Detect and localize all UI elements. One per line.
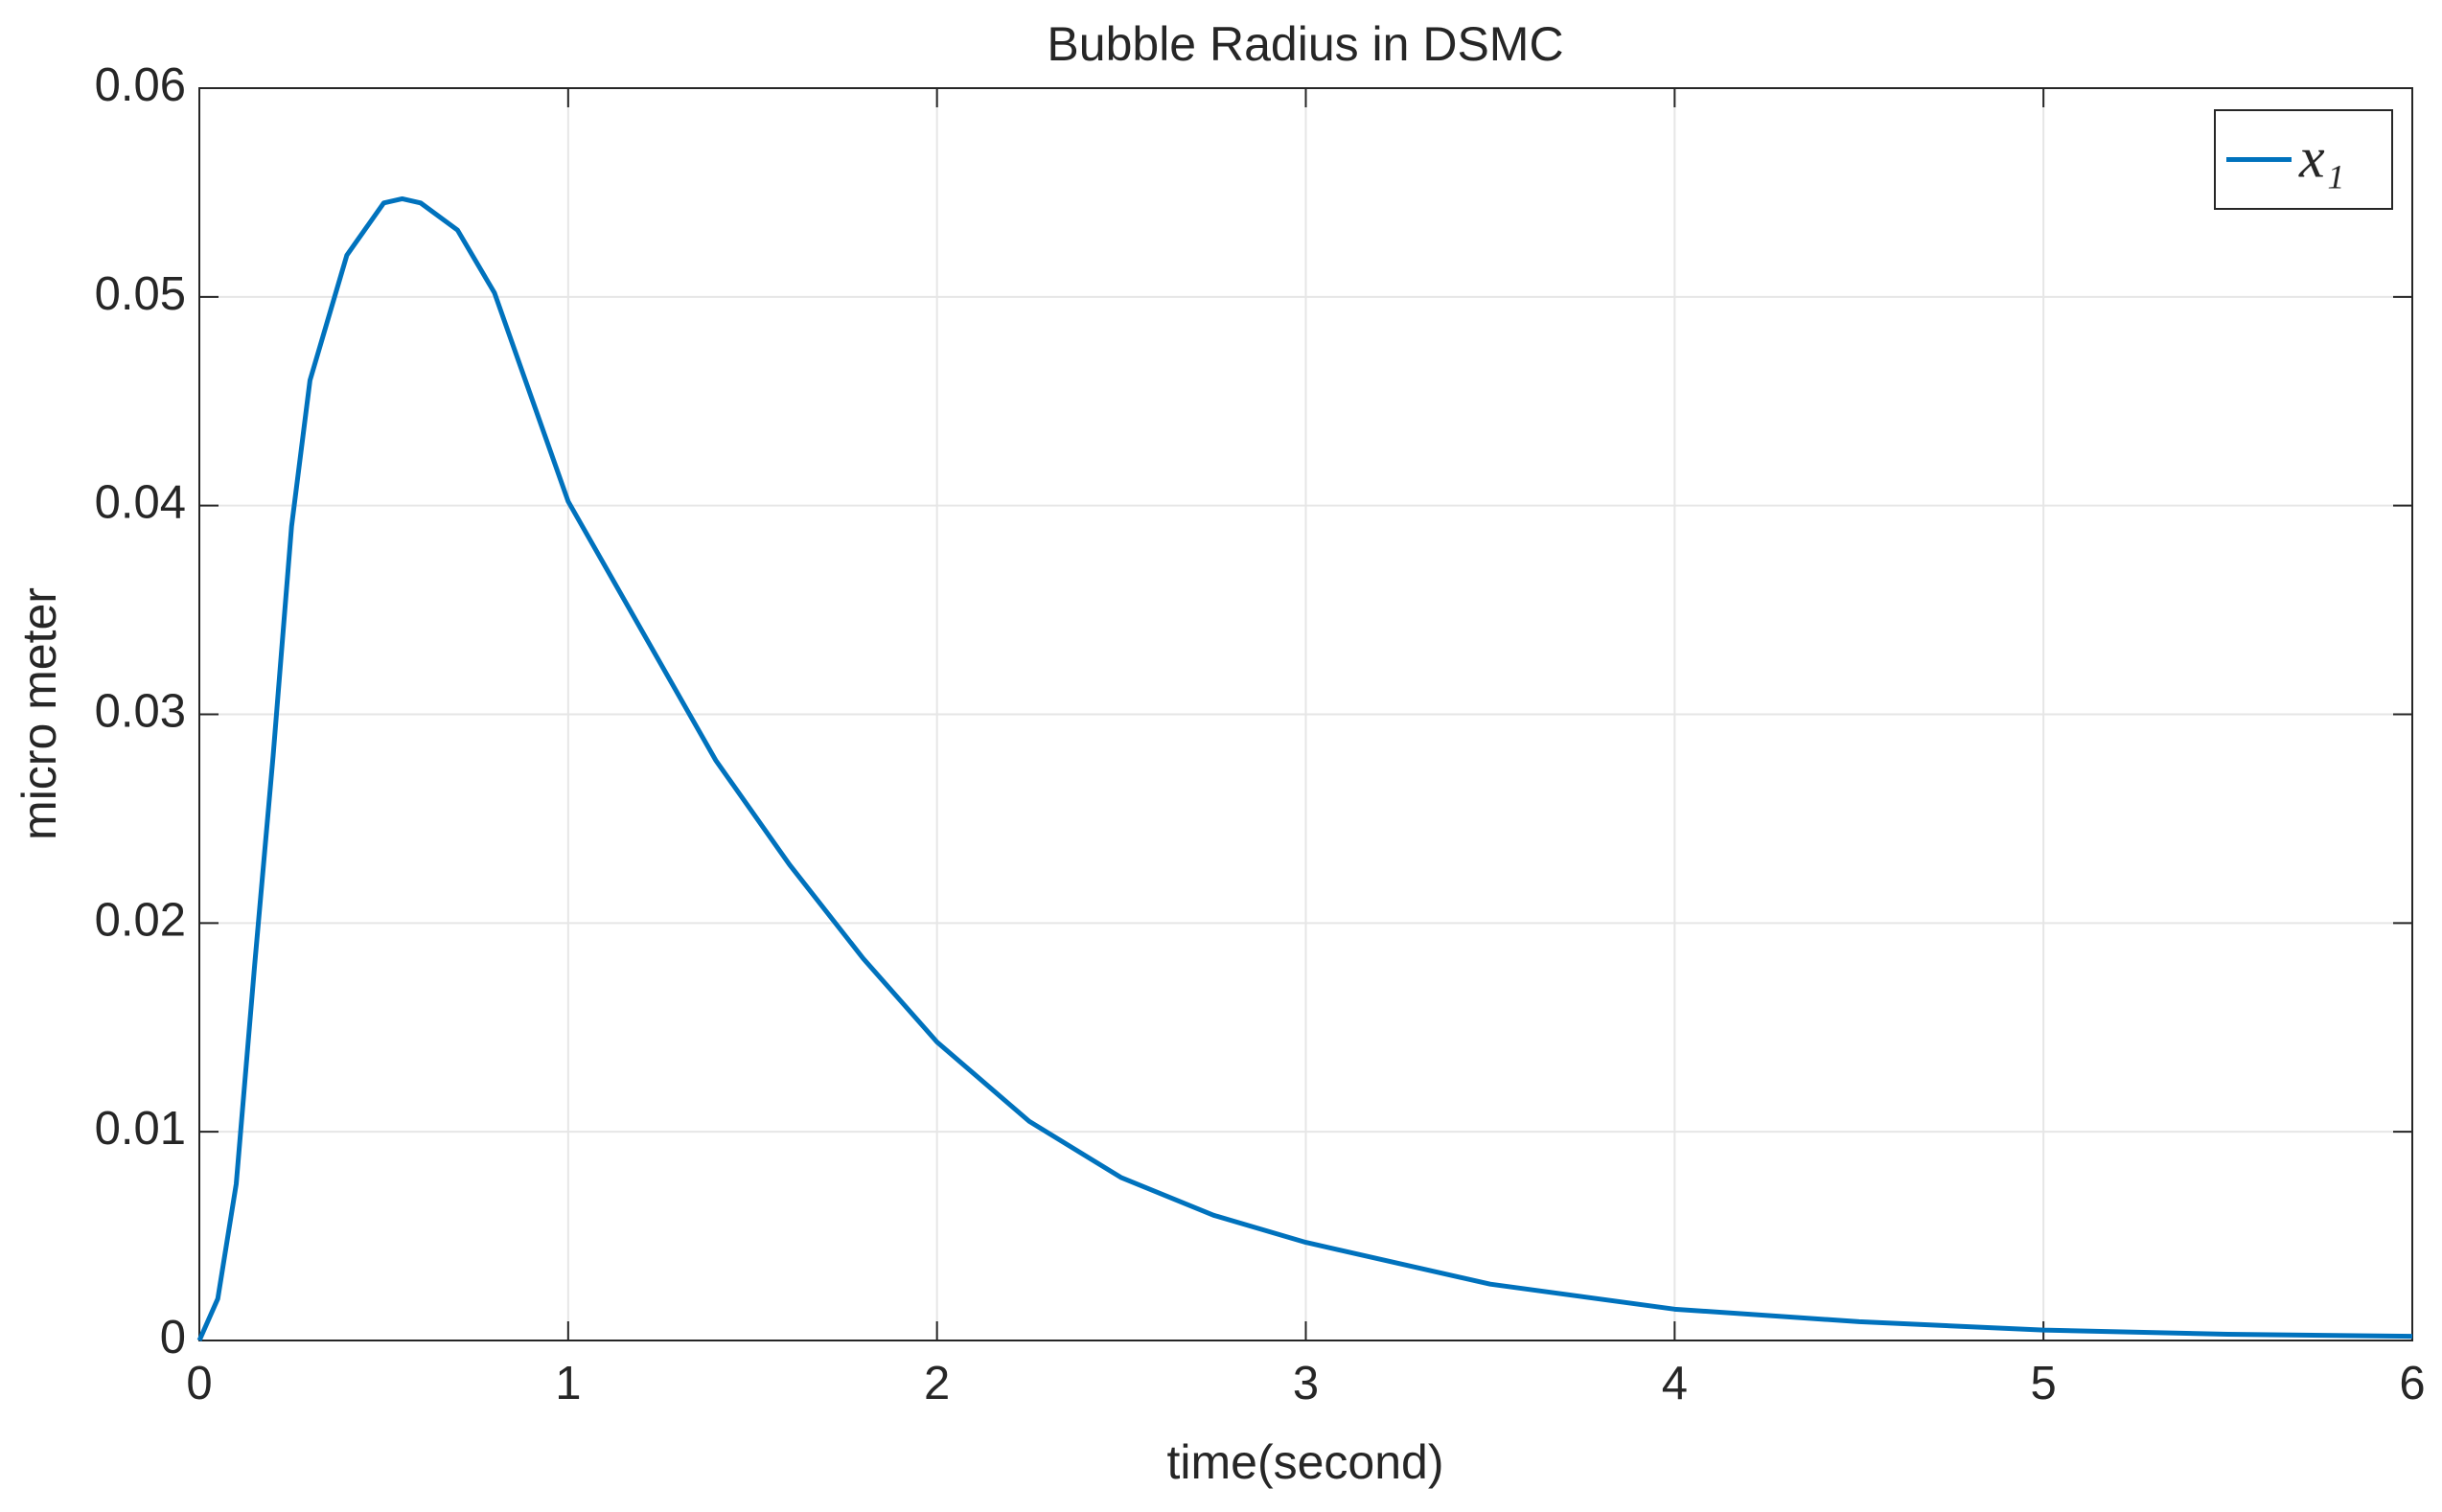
x-tick-label: 0 bbox=[186, 1358, 212, 1409]
y-tick-label: 0.03 bbox=[95, 685, 186, 737]
y-tick-label: 0.04 bbox=[95, 477, 186, 529]
x-tick-label: 4 bbox=[1662, 1358, 1688, 1409]
x-tick-label: 6 bbox=[2399, 1358, 2425, 1409]
y-tick-label: 0.05 bbox=[95, 268, 186, 320]
y-tick-label: 0 bbox=[160, 1312, 186, 1363]
x-tick-label: 3 bbox=[1293, 1358, 1319, 1409]
x-axis-label: time(second) bbox=[1167, 1435, 1444, 1489]
chart-title: Bubble Radius in DSMC bbox=[1047, 17, 1563, 71]
plot-frame bbox=[198, 87, 2413, 1341]
x-tick-label: 2 bbox=[924, 1358, 950, 1409]
y-tick-label: 0.01 bbox=[95, 1103, 186, 1155]
y-tick-label: 0.02 bbox=[95, 894, 186, 946]
x-tick-label: 1 bbox=[555, 1358, 581, 1409]
x-tick-label: 5 bbox=[2031, 1358, 2057, 1409]
y-tick-label: 0.06 bbox=[95, 59, 186, 111]
data-line bbox=[196, 195, 2413, 1342]
legend-label: x₁ bbox=[2298, 126, 2345, 189]
y-axis-label: micro meter bbox=[12, 587, 66, 840]
